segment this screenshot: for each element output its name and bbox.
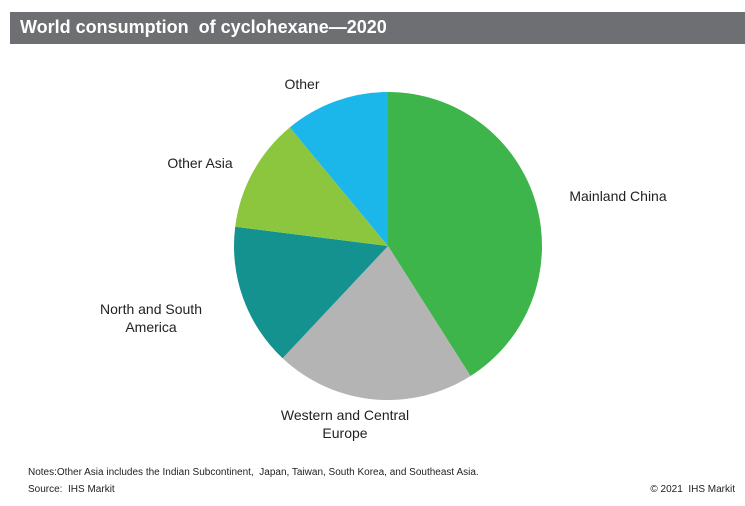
slice-label: Western and Central Europe	[280, 407, 410, 441]
slice-label: Other	[284, 76, 320, 92]
slice-label: Other Asia	[167, 155, 233, 171]
pie-slice	[388, 92, 543, 377]
chart-title: World consumption of cyclohexane—2020	[20, 17, 387, 37]
pie-slice	[234, 226, 388, 359]
source: Source: IHS Markit	[28, 484, 115, 495]
title-bar	[10, 12, 745, 44]
slice-label: Mainland China	[569, 188, 667, 204]
notes: Notes:Other Asia includes the Indian Sub…	[28, 467, 479, 478]
pie-slice	[282, 246, 471, 400]
slice-label: North and South America	[100, 301, 202, 335]
pie-slice	[289, 92, 388, 246]
copyright: © 2021 IHS Markit	[650, 484, 735, 495]
pie-slice	[235, 127, 388, 246]
